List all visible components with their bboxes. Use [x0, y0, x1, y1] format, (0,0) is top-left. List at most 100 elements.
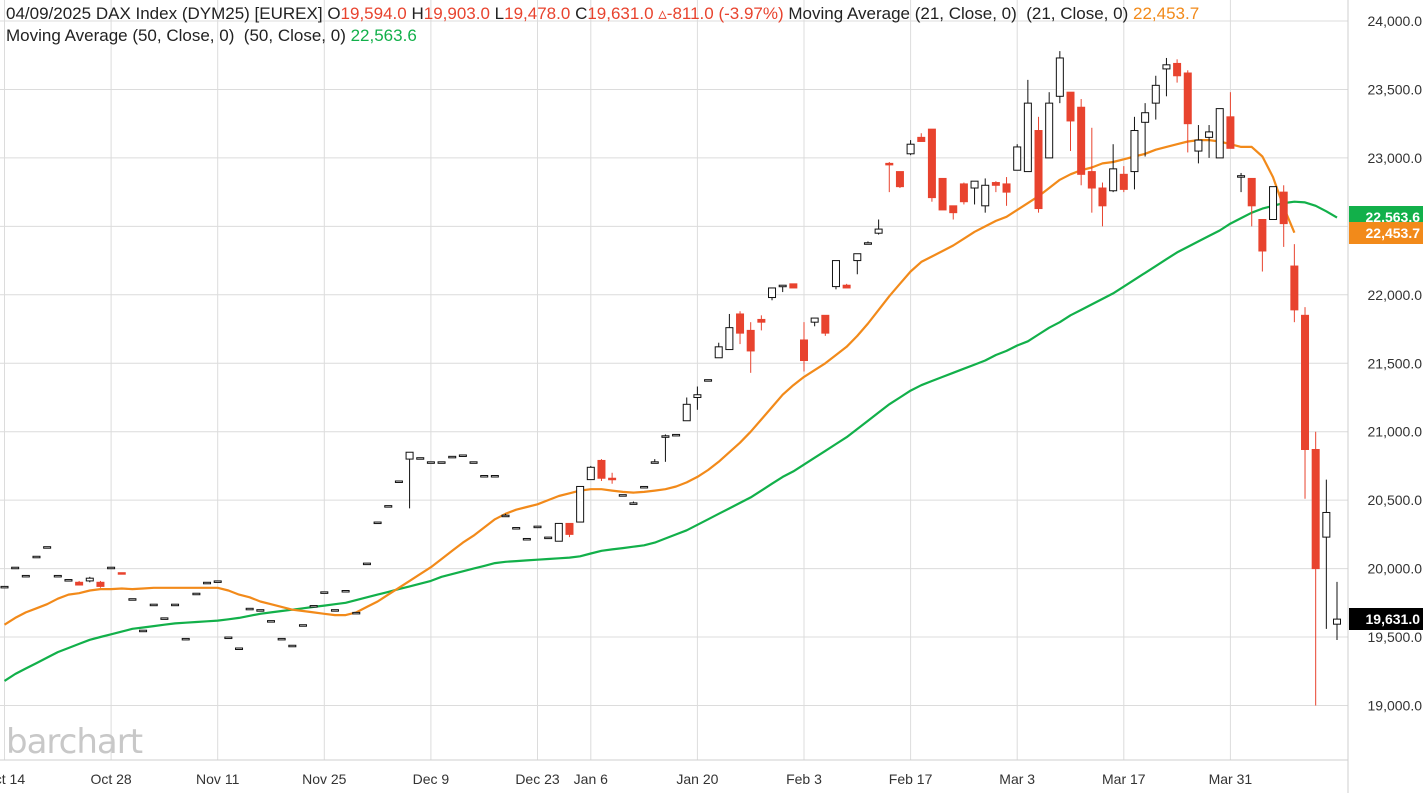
candle [1258, 219, 1267, 272]
candle [458, 454, 467, 457]
y-tick-label: 20,500.0 [1368, 492, 1423, 508]
candle-body [64, 579, 73, 582]
candle [171, 603, 180, 607]
candle-body [0, 585, 9, 589]
candle-body [1269, 186, 1278, 221]
candle [0, 585, 9, 589]
candle-body [661, 435, 670, 438]
candle-body [256, 609, 265, 612]
candle-body [1258, 219, 1267, 252]
candles-group [0, 51, 1341, 706]
candle [1237, 172, 1246, 193]
candle-body [1290, 265, 1299, 311]
candle-body [821, 314, 830, 334]
grid-lines [0, 0, 1348, 760]
candle-body [949, 205, 958, 214]
candle [437, 461, 446, 464]
candle-body [917, 136, 926, 142]
candle-body [32, 555, 41, 559]
candle [139, 629, 148, 633]
candle-body [1034, 130, 1043, 210]
candle-body [1279, 191, 1288, 225]
candle-body [149, 603, 158, 607]
candle-body [1087, 171, 1096, 189]
candle-body [426, 461, 435, 464]
candle [757, 315, 766, 331]
x-tick-label: Dec 23 [515, 771, 560, 787]
y-tick-label: 23,000.0 [1368, 150, 1423, 166]
candle [672, 433, 681, 437]
candle [693, 386, 702, 410]
candle-body [778, 284, 787, 288]
candle [203, 581, 212, 585]
candle-body [405, 451, 414, 460]
candle-body [362, 562, 371, 566]
candle [981, 178, 990, 213]
candle-body [725, 327, 734, 351]
candle-body [618, 494, 627, 497]
candle-body [1109, 168, 1118, 192]
candle [661, 434, 670, 462]
candle [384, 505, 393, 508]
quote-date: 04/09/2025 [6, 4, 92, 23]
candle [469, 461, 478, 464]
quote-header-line2: Moving Average (50, Close, 0) (50, Close… [6, 25, 417, 47]
candle [650, 459, 659, 464]
candle-body [224, 636, 233, 640]
candle-body [139, 629, 148, 633]
candle [1322, 479, 1331, 629]
close-label: C [575, 4, 588, 23]
candle [746, 322, 755, 373]
candle [800, 322, 808, 372]
candle [1290, 244, 1299, 323]
candle-body [1066, 91, 1075, 122]
candle-body [171, 603, 180, 607]
candle-body [640, 485, 649, 489]
candle-body [800, 339, 808, 362]
candle-body [1183, 72, 1192, 125]
x-tick-label: Jan 20 [676, 771, 718, 787]
candle-body [629, 502, 638, 505]
candle-body [277, 637, 286, 641]
candle-body [831, 260, 840, 288]
candle-body [842, 284, 851, 289]
candle [224, 636, 233, 640]
candle [1130, 116, 1139, 190]
candle [480, 475, 489, 478]
candle-body [235, 647, 244, 651]
candle [1066, 91, 1075, 152]
y-tick-label: 24,000.0 [1368, 13, 1423, 29]
candle [341, 590, 350, 593]
candle [405, 451, 414, 509]
candle [1045, 92, 1054, 159]
candle-body [1226, 116, 1235, 149]
candle [1002, 177, 1011, 206]
candle [53, 574, 62, 578]
candle [490, 475, 499, 478]
x-tick-label: Mar 17 [1102, 771, 1146, 787]
candle [394, 480, 403, 483]
candle [267, 620, 275, 623]
candle-body [970, 180, 979, 189]
candle [512, 527, 521, 530]
quote-header-line1: 04/09/2025 DAX Index (DYM25) [EUREX] O19… [6, 3, 1199, 25]
candle-body [576, 485, 585, 523]
candle [1194, 125, 1203, 164]
ma21-line-group [3, 139, 1296, 626]
x-tick-label: Feb 3 [786, 771, 822, 787]
candle-body [1130, 130, 1139, 173]
candle-body [533, 525, 542, 529]
candle-body [1119, 173, 1128, 190]
candle-body [267, 620, 275, 623]
candle [362, 562, 371, 566]
candle-body [682, 403, 691, 422]
candle-body [1194, 139, 1203, 152]
candle-body [512, 527, 521, 530]
candle [810, 317, 819, 327]
candle-body [863, 242, 872, 245]
y-tick-label: 21,500.0 [1368, 355, 1423, 371]
candle [1055, 51, 1064, 104]
candle-body [565, 522, 574, 535]
candle [1077, 99, 1086, 186]
